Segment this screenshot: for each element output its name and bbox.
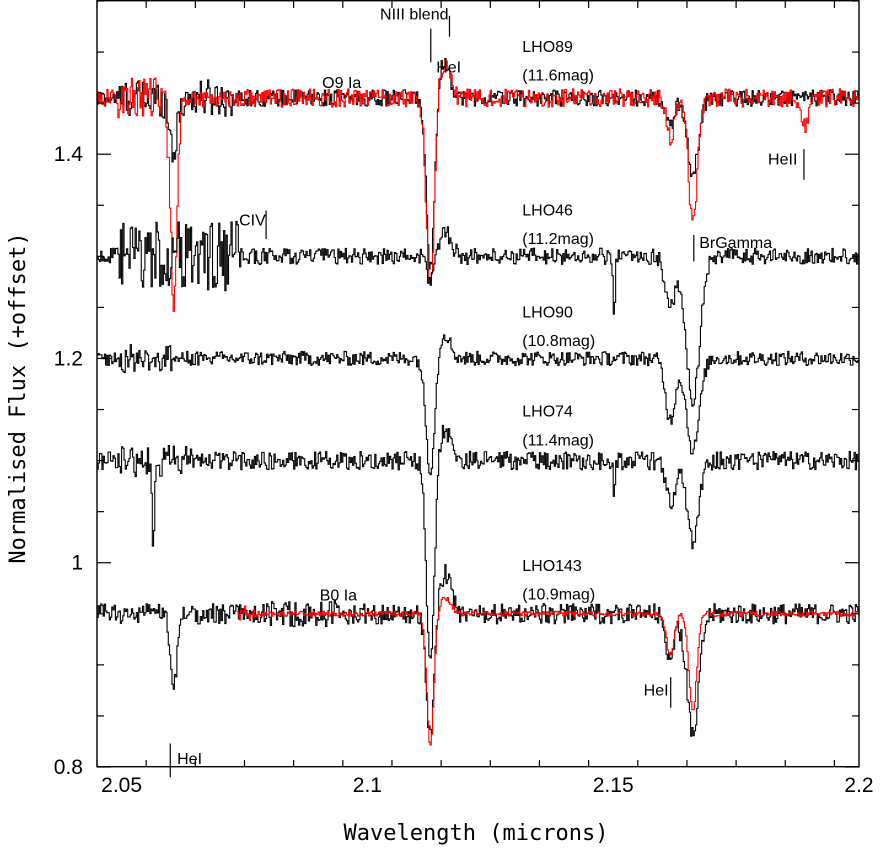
annotations: NIII blend HeI LHO89 (11.6mag) O9 Ia HeII CIV L… <box>177 6 797 768</box>
x-tick-label: 2.1 <box>353 774 382 797</box>
annotation-label: (10.9mag) <box>522 587 595 604</box>
x-tick-label: 2.2 <box>844 774 873 797</box>
x-axis-title: Wavelength (microns) <box>344 821 609 846</box>
line-markers <box>169 15 805 778</box>
annotation-label: LHO89 <box>522 39 573 56</box>
annotation-label: O9 Ia <box>322 75 361 92</box>
x-tick-label: 2.15 <box>593 774 634 797</box>
y-axis-title: Normalised Flux (+offset) <box>6 232 31 563</box>
annotation-label: LHO143 <box>522 558 582 575</box>
y-tick-label: 0.8 <box>54 756 83 779</box>
annotation-label: HeI <box>436 59 461 76</box>
y-tick-label: 1.2 <box>54 347 83 370</box>
annotation-label: CIV <box>239 213 266 230</box>
y-tick-label: 1.4 <box>54 143 84 166</box>
annotation-label: BrGamma <box>699 235 772 252</box>
spectrum-series <box>97 220 860 407</box>
annotation-label: (10.8mag) <box>522 333 595 350</box>
y-tick-labels: 0.8 1 1.2 1.4 <box>54 143 84 779</box>
spectra-group <box>97 58 860 746</box>
annotation-label: (11.6mag) <box>522 68 594 85</box>
plot-frame <box>96 0 860 768</box>
spectrum-series <box>97 60 860 312</box>
x-tick-labels: 2.05 2.1 2.15 2.2 <box>101 774 873 797</box>
spectrum-series <box>97 334 860 476</box>
annotation-label: NIII blend <box>380 6 448 23</box>
annotation-label: B0 Ia <box>320 588 357 605</box>
spectrum-series <box>97 564 860 737</box>
annotation-label: HeI <box>177 751 202 768</box>
annotation-label: HeI <box>644 683 669 700</box>
y-tick-label: 1 <box>71 552 83 575</box>
x-tick-label: 2.05 <box>101 774 142 797</box>
annotation-label: LHO90 <box>522 305 573 322</box>
annotation-label: (11.2mag) <box>522 231 594 248</box>
annotation-label: HeII <box>768 151 797 168</box>
annotation-label: LHO74 <box>522 404 573 421</box>
spectrum-series <box>97 424 860 659</box>
tick-marks <box>96 0 859 768</box>
annotation-label: LHO46 <box>522 202 573 219</box>
annotation-label: (11.4mag) <box>522 432 594 449</box>
spectrum-series <box>237 596 860 746</box>
